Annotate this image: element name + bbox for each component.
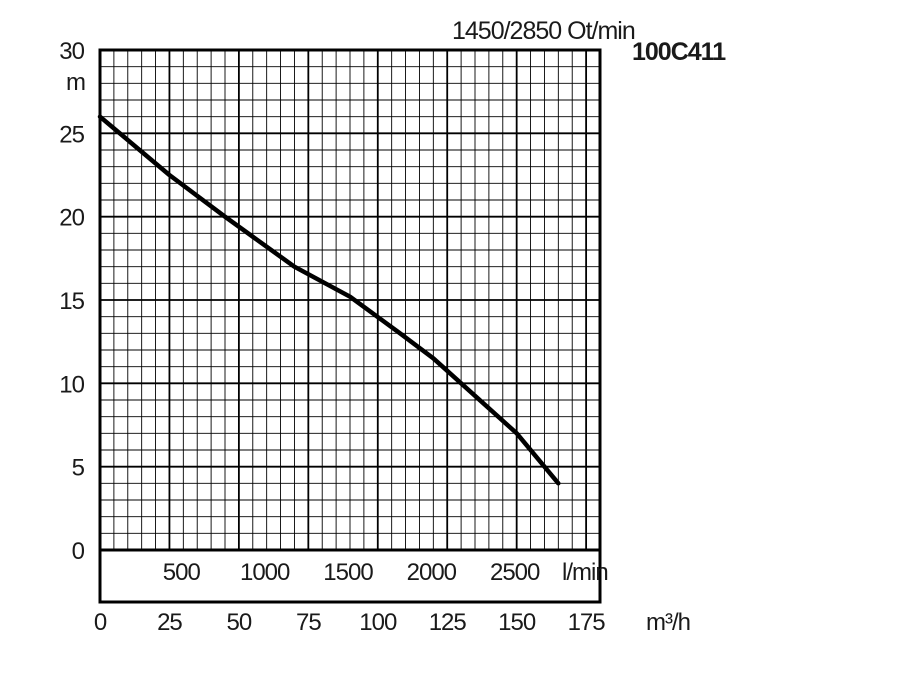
y-tick-label: 25 bbox=[59, 121, 84, 148]
m3h-tick-label: 100 bbox=[359, 609, 397, 636]
lmin-tick-label: 500 bbox=[163, 559, 201, 586]
y-tick-label: 15 bbox=[59, 288, 84, 315]
series-line-0 bbox=[97, 114, 561, 486]
lmin-tick-label: 2000 bbox=[407, 559, 457, 586]
y-tick-label: 5 bbox=[72, 455, 85, 482]
m3h-unit-label: m³/h bbox=[646, 609, 690, 636]
m3h-tick-label: 175 bbox=[568, 609, 606, 636]
y-tick-label: 20 bbox=[59, 205, 84, 232]
m3h-tick-label: 150 bbox=[498, 609, 536, 636]
m3h-tick-label: 125 bbox=[429, 609, 467, 636]
speed-label: 1450/2850 Ot/min bbox=[452, 17, 635, 45]
lmin-unit-label: l/min bbox=[562, 559, 608, 586]
m3h-tick-label: 75 bbox=[296, 609, 321, 636]
lmin-tick-label: 1500 bbox=[323, 559, 373, 586]
m3h-tick-label: 50 bbox=[227, 609, 252, 636]
lmin-tick-label: 2500 bbox=[490, 559, 540, 586]
model-label: 100C411 bbox=[632, 38, 726, 66]
m3h-tick-label: 25 bbox=[157, 609, 182, 636]
series-group bbox=[97, 114, 561, 486]
lmin-tick-label: 1000 bbox=[240, 559, 290, 586]
y-tick-label: 0 bbox=[72, 538, 85, 565]
y-unit-label: m bbox=[66, 69, 85, 96]
m3h-tick-label: 0 bbox=[94, 609, 107, 636]
grid bbox=[100, 50, 600, 550]
labels-group: 1450/2850 Ot/min 100C411 m l/min m³/h 0 5… bbox=[59, 17, 727, 636]
lmin-axis-box bbox=[98, 548, 602, 604]
y-tick-label: 10 bbox=[59, 371, 84, 398]
y-tick-label: 30 bbox=[59, 38, 84, 65]
